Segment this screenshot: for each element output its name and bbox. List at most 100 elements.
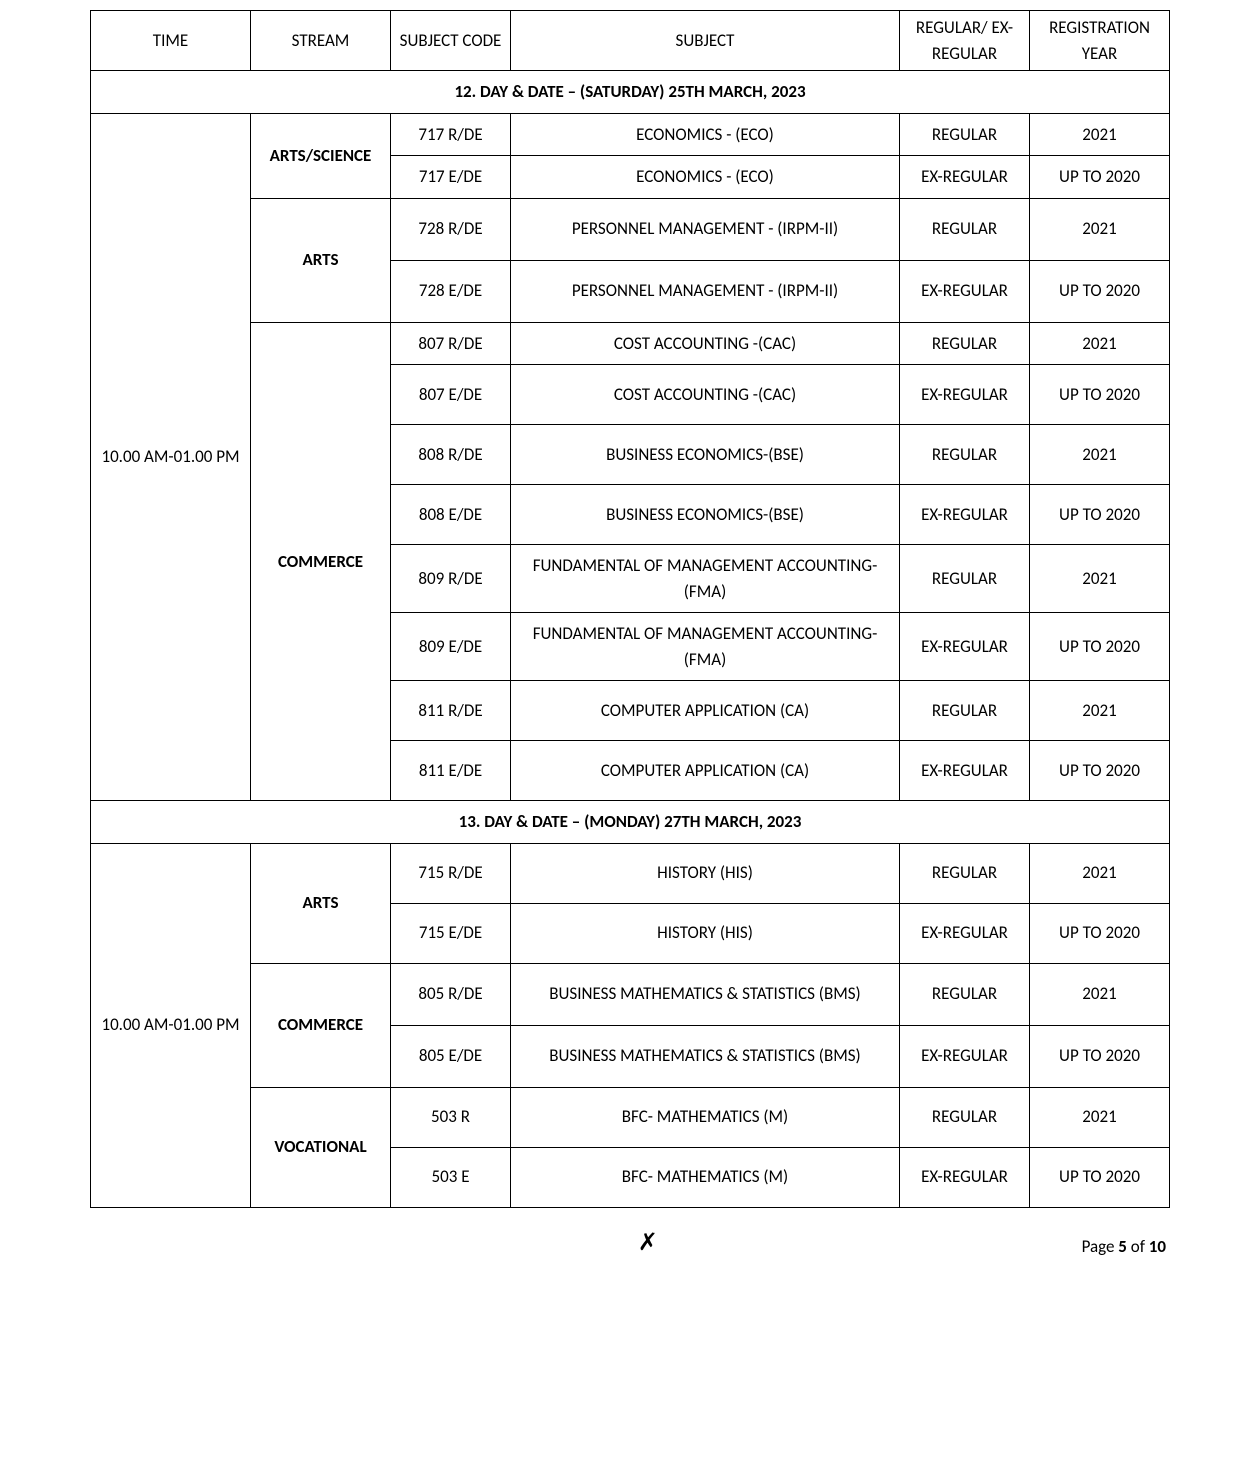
cell-year: UP TO 2020 (1030, 741, 1170, 801)
day12-time: 10.00 AM-01.00 PM (91, 113, 251, 801)
cell-reg: REGULAR (900, 425, 1030, 485)
day13-stream-arts: ARTS (251, 843, 391, 963)
page: TIME STREAM SUBJECT CODE SUBJECT REGULAR… (0, 0, 1240, 1287)
cell-subject: BUSINESS ECONOMICS-(BSE) (511, 485, 900, 545)
day12-header-row: 12. DAY & DATE – (SATURDAY) 25TH MARCH, … (91, 71, 1170, 114)
col-header-code: SUBJECT CODE (391, 11, 511, 71)
table-row: COMMERCE 807 R/DE COST ACCOUNTING -(CAC)… (91, 322, 1170, 365)
cell-code: 807 R/DE (391, 322, 511, 365)
cell-year: UP TO 2020 (1030, 365, 1170, 425)
cell-reg: REGULAR (900, 113, 1030, 156)
cell-code: 728 R/DE (391, 198, 511, 260)
cell-subject: PERSONNEL MANAGEMENT - (IRPM-II) (511, 260, 900, 322)
cell-subject: HISTORY (HIS) (511, 903, 900, 963)
signature-mark: ✗ (94, 1228, 1082, 1257)
cell-reg: EX-REGULAR (900, 365, 1030, 425)
cell-reg: REGULAR (900, 198, 1030, 260)
day13-stream-commerce: COMMERCE (251, 963, 391, 1087)
day13-stream-vocational: VOCATIONAL (251, 1087, 391, 1207)
cell-code: 805 R/DE (391, 963, 511, 1025)
cell-subject: COST ACCOUNTING -(CAC) (511, 322, 900, 365)
cell-reg: REGULAR (900, 322, 1030, 365)
cell-reg: REGULAR (900, 963, 1030, 1025)
page-footer: ✗ Page 5 of 10 (90, 1228, 1170, 1257)
cell-year: 2021 (1030, 963, 1170, 1025)
cell-year: UP TO 2020 (1030, 903, 1170, 963)
cell-subject: COMPUTER APPLICATION (CA) (511, 681, 900, 741)
cell-subject: COST ACCOUNTING -(CAC) (511, 365, 900, 425)
cell-subject: BUSINESS MATHEMATICS & STATISTICS (BMS) (511, 1025, 900, 1087)
cell-code: 811 E/DE (391, 741, 511, 801)
cell-subject: PERSONNEL MANAGEMENT - (IRPM-II) (511, 198, 900, 260)
col-header-time: TIME (91, 11, 251, 71)
page-sep: of (1127, 1236, 1149, 1257)
page-number: Page 5 of 10 (1082, 1236, 1166, 1257)
cell-subject: FUNDAMENTAL OF MANAGEMENT ACCOUNTING- (F… (511, 545, 900, 613)
cell-year: 2021 (1030, 843, 1170, 903)
cell-year: 2021 (1030, 425, 1170, 485)
table-row: ARTS 728 R/DE PERSONNEL MANAGEMENT - (IR… (91, 198, 1170, 260)
cell-subject: HISTORY (HIS) (511, 843, 900, 903)
col-header-reg: REGULAR/ EX-REGULAR (900, 11, 1030, 71)
cell-subject: FUNDAMENTAL OF MANAGEMENT ACCOUNTING- (F… (511, 613, 900, 681)
cell-reg: EX-REGULAR (900, 485, 1030, 545)
cell-reg: EX-REGULAR (900, 613, 1030, 681)
cell-subject: BFC- MATHEMATICS (M) (511, 1087, 900, 1147)
cell-subject: ECONOMICS - (ECO) (511, 113, 900, 156)
cell-reg: EX-REGULAR (900, 260, 1030, 322)
cell-subject: BUSINESS ECONOMICS-(BSE) (511, 425, 900, 485)
cell-reg: EX-REGULAR (900, 741, 1030, 801)
cell-reg: EX-REGULAR (900, 1147, 1030, 1207)
cell-year: UP TO 2020 (1030, 1025, 1170, 1087)
cell-year: 2021 (1030, 113, 1170, 156)
day12-stream-commerce: COMMERCE (251, 322, 391, 801)
table-row: COMMERCE 805 R/DE BUSINESS MATHEMATICS &… (91, 963, 1170, 1025)
cell-year: 2021 (1030, 322, 1170, 365)
cell-code: 809 E/DE (391, 613, 511, 681)
cell-code: 715 E/DE (391, 903, 511, 963)
cell-code: 717 R/DE (391, 113, 511, 156)
cell-code: 808 R/DE (391, 425, 511, 485)
table-header-row: TIME STREAM SUBJECT CODE SUBJECT REGULAR… (91, 11, 1170, 71)
cell-code: 503 E (391, 1147, 511, 1207)
page-current: 5 (1118, 1236, 1127, 1257)
cell-code: 805 E/DE (391, 1025, 511, 1087)
cell-reg: REGULAR (900, 681, 1030, 741)
cell-year: 2021 (1030, 545, 1170, 613)
cell-subject: COMPUTER APPLICATION (CA) (511, 741, 900, 801)
cell-code: 717 E/DE (391, 156, 511, 199)
table-row: 10.00 AM-01.00 PM ARTS/SCIENCE 717 R/DE … (91, 113, 1170, 156)
cell-code: 715 R/DE (391, 843, 511, 903)
exam-schedule-table: TIME STREAM SUBJECT CODE SUBJECT REGULAR… (90, 10, 1170, 1208)
cell-code: 807 E/DE (391, 365, 511, 425)
col-header-subject: SUBJECT (511, 11, 900, 71)
cell-year: UP TO 2020 (1030, 485, 1170, 545)
day12-stream-arts-science: ARTS/SCIENCE (251, 113, 391, 198)
cell-year: 2021 (1030, 681, 1170, 741)
cell-code: 811 R/DE (391, 681, 511, 741)
cell-reg: EX-REGULAR (900, 156, 1030, 199)
table-row: VOCATIONAL 503 R BFC- MATHEMATICS (M) RE… (91, 1087, 1170, 1147)
cell-code: 809 R/DE (391, 545, 511, 613)
cell-reg: REGULAR (900, 545, 1030, 613)
day12-stream-arts: ARTS (251, 198, 391, 322)
cell-reg: REGULAR (900, 1087, 1030, 1147)
cell-year: 2021 (1030, 198, 1170, 260)
cell-year: 2021 (1030, 1087, 1170, 1147)
cell-code: 808 E/DE (391, 485, 511, 545)
day13-header-row: 13. DAY & DATE – (MONDAY) 27TH MARCH, 20… (91, 801, 1170, 844)
cell-code: 728 E/DE (391, 260, 511, 322)
cell-year: UP TO 2020 (1030, 156, 1170, 199)
day13-header: 13. DAY & DATE – (MONDAY) 27TH MARCH, 20… (91, 801, 1170, 844)
cell-subject: BFC- MATHEMATICS (M) (511, 1147, 900, 1207)
cell-year: UP TO 2020 (1030, 260, 1170, 322)
col-header-stream: STREAM (251, 11, 391, 71)
cell-code: 503 R (391, 1087, 511, 1147)
page-prefix: Page (1082, 1236, 1119, 1257)
cell-reg: EX-REGULAR (900, 903, 1030, 963)
col-header-year: REGISTRATION YEAR (1030, 11, 1170, 71)
day12-header: 12. DAY & DATE – (SATURDAY) 25TH MARCH, … (91, 71, 1170, 114)
cell-year: UP TO 2020 (1030, 613, 1170, 681)
day13-time: 10.00 AM-01.00 PM (91, 843, 251, 1207)
cell-subject: BUSINESS MATHEMATICS & STATISTICS (BMS) (511, 963, 900, 1025)
